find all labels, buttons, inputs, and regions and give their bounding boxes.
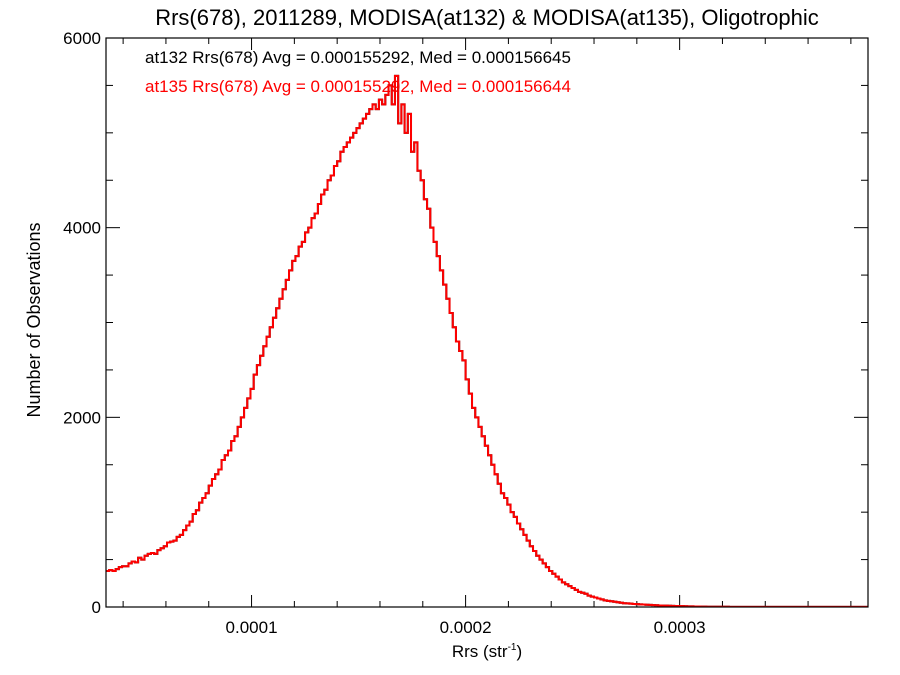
x-axis-label-close: )	[516, 642, 522, 661]
y-tick-label: 4000	[63, 219, 101, 238]
y-tick-label: 2000	[63, 408, 101, 427]
y-tick-label: 0	[92, 598, 101, 617]
annotation-at135-stats: at135 Rrs(678) Avg = 0.000155292, Med = …	[145, 77, 571, 96]
plot-frame	[105, 37, 869, 608]
y-axis-label: Number of Observations	[24, 222, 44, 417]
histogram-line-at135	[106, 74, 868, 607]
histogram-line-at132	[106, 74, 868, 607]
x-axis-label: Rrs (str-1)	[452, 642, 522, 661]
x-axis-label-main: Rrs (str	[452, 642, 508, 661]
chart-title: Rrs(678), 2011289, MODISA(at132) & MODIS…	[155, 5, 819, 30]
histogram-series	[106, 74, 868, 607]
x-axis-label-superscript: -1	[508, 642, 517, 653]
axis-ticks: 0.0001 0.0002 0.0003 0 2000 4000 6000	[63, 29, 868, 637]
annotation-at132-stats: at132 Rrs(678) Avg = 0.000155292, Med = …	[145, 48, 571, 67]
x-tick-label: 0.0002	[440, 618, 492, 637]
y-tick-label: 6000	[63, 29, 101, 48]
x-tick-label: 0.0001	[226, 618, 278, 637]
x-tick-label: 0.0003	[654, 618, 706, 637]
